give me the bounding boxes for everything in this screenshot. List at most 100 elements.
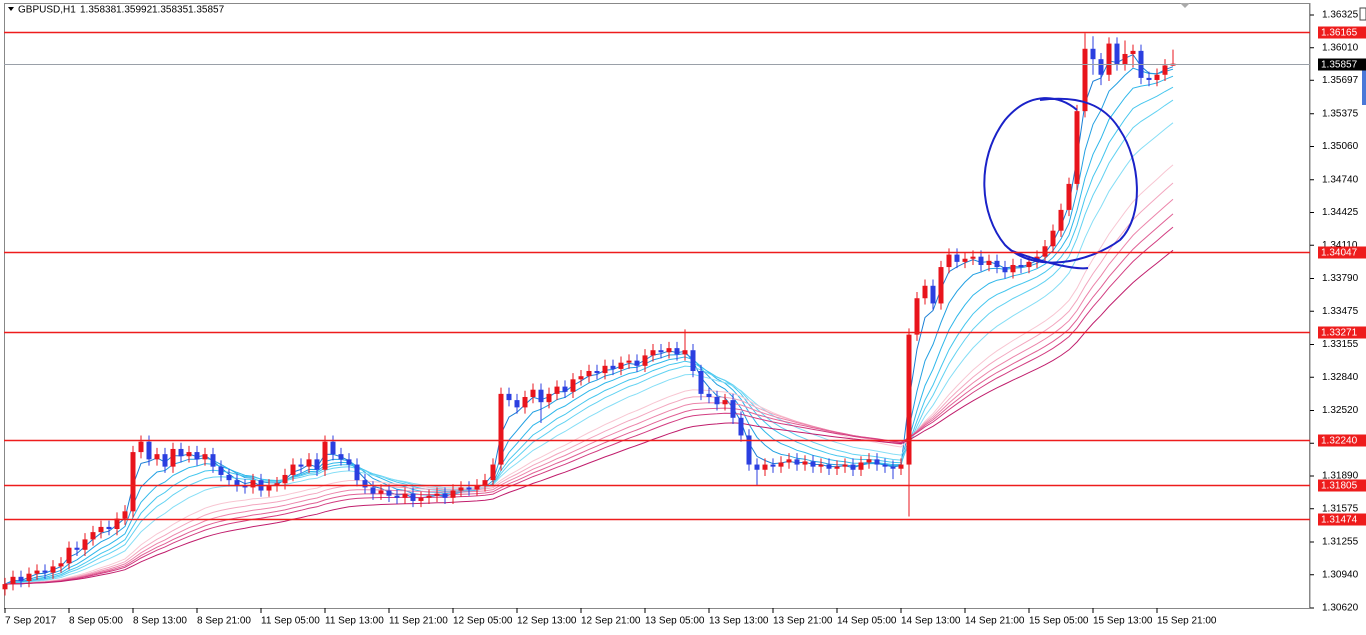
candle-body bbox=[490, 464, 496, 481]
x-tick-label: 14 Sep 21:00 bbox=[965, 616, 1025, 627]
candle-body bbox=[538, 389, 544, 403]
moving-average bbox=[4, 122, 1174, 585]
moving-average bbox=[4, 164, 1174, 585]
candle-body bbox=[186, 452, 192, 457]
candle-body bbox=[74, 547, 80, 550]
candle-body bbox=[154, 454, 160, 460]
y-tick-label: 1.32840 bbox=[1322, 372, 1359, 383]
y-tick-label: 1.32520 bbox=[1322, 405, 1359, 416]
y-tick-label: 1.35375 bbox=[1322, 108, 1359, 119]
candle-body bbox=[1066, 183, 1072, 210]
candle-body bbox=[698, 371, 704, 394]
level-label-box bbox=[1318, 479, 1366, 492]
candle-body bbox=[1154, 74, 1160, 80]
plot-area bbox=[2, 33, 1176, 596]
candle-body bbox=[266, 485, 272, 491]
y-tick-label: 1.36325 bbox=[1322, 10, 1359, 21]
moving-average bbox=[4, 213, 1174, 585]
candle-body bbox=[914, 298, 920, 335]
x-tick-label: 12 Sep 21:00 bbox=[581, 616, 641, 627]
x-tick-label: 15 Sep 21:00 bbox=[1157, 616, 1217, 627]
candle-body bbox=[682, 350, 688, 355]
candle-body bbox=[450, 490, 456, 498]
candle-body bbox=[18, 576, 24, 581]
candle-body bbox=[946, 254, 952, 268]
candle-body bbox=[578, 376, 584, 380]
candle-body bbox=[474, 485, 480, 490]
candle-body bbox=[26, 573, 32, 581]
y-tick-label: 1.31890 bbox=[1322, 471, 1359, 482]
x-tick-label: 7 Sep 2017 bbox=[5, 616, 57, 627]
candle-body bbox=[674, 348, 680, 355]
candle-body bbox=[1082, 48, 1088, 112]
level-label: 1.32240 bbox=[1321, 436, 1358, 447]
candle-body bbox=[810, 461, 816, 467]
candle-body bbox=[730, 400, 736, 418]
candle-body bbox=[1162, 65, 1168, 75]
candle-body bbox=[746, 435, 752, 465]
level-label-box bbox=[1318, 326, 1366, 339]
candle-body bbox=[34, 570, 40, 574]
x-tick-label: 11 Sep 13:00 bbox=[325, 616, 384, 627]
candle-body bbox=[794, 459, 800, 465]
moving-average bbox=[4, 99, 1174, 585]
candle-body bbox=[346, 459, 352, 465]
candle-body bbox=[442, 493, 448, 498]
candle-body bbox=[1050, 230, 1056, 247]
level-label: 1.33271 bbox=[1321, 328, 1358, 339]
candle-body bbox=[1146, 77, 1152, 80]
side-widget bbox=[1362, 65, 1366, 105]
candle-body bbox=[202, 454, 208, 460]
candle-body bbox=[386, 490, 392, 496]
y-tick-label: 1.33790 bbox=[1322, 273, 1359, 284]
y-tick-label: 1.35060 bbox=[1322, 141, 1359, 152]
candle-body bbox=[90, 532, 96, 540]
candle-body bbox=[890, 466, 896, 469]
x-tick-label: 13 Sep 13:00 bbox=[709, 616, 769, 627]
candle-body bbox=[906, 334, 912, 465]
y-tick-label: 1.34740 bbox=[1322, 174, 1359, 185]
level-label: 1.31474 bbox=[1321, 515, 1358, 526]
close-value: 1.35857 bbox=[188, 5, 225, 16]
candle-body bbox=[410, 493, 416, 501]
y-tick-label: 1.31575 bbox=[1322, 503, 1359, 514]
candle-body bbox=[866, 459, 872, 463]
candle-body bbox=[250, 480, 256, 488]
candle-body bbox=[514, 400, 520, 408]
candle-body bbox=[82, 539, 88, 550]
candle-body bbox=[802, 461, 808, 465]
x-tick-label: 11 Sep 05:00 bbox=[261, 616, 320, 627]
y-tick-label: 1.31255 bbox=[1322, 537, 1359, 548]
candle-body bbox=[978, 256, 984, 265]
candle-body bbox=[930, 285, 936, 304]
moving-average bbox=[4, 86, 1174, 585]
candle-body bbox=[562, 386, 568, 392]
y-tick-label: 1.30940 bbox=[1322, 569, 1359, 580]
candle-body bbox=[1114, 43, 1120, 65]
level-label-box bbox=[1318, 26, 1366, 39]
menu-arrow[interactable] bbox=[8, 7, 14, 11]
candle-body bbox=[898, 464, 904, 469]
candle-body bbox=[170, 448, 176, 467]
candle-body bbox=[858, 462, 864, 470]
candle-body bbox=[634, 360, 640, 366]
candle-body bbox=[722, 400, 728, 405]
candle-body bbox=[434, 493, 440, 496]
candle-body bbox=[970, 256, 976, 259]
moving-average bbox=[4, 67, 1174, 585]
x-tick-label: 12 Sep 05:00 bbox=[453, 616, 513, 627]
candle-body bbox=[706, 393, 712, 397]
candle-body bbox=[2, 584, 8, 590]
x-tick-label: 11 Sep 21:00 bbox=[389, 616, 448, 627]
moving-average bbox=[4, 249, 1174, 585]
candle-body bbox=[842, 464, 848, 467]
candle-body bbox=[370, 487, 376, 494]
candle-body bbox=[466, 487, 472, 490]
candle-body bbox=[426, 495, 432, 498]
candle-body bbox=[402, 493, 408, 498]
candle-body bbox=[626, 360, 632, 363]
candle-body bbox=[178, 448, 184, 457]
candle-body bbox=[146, 441, 152, 460]
candle-body bbox=[954, 254, 960, 262]
candle-body bbox=[338, 454, 344, 460]
